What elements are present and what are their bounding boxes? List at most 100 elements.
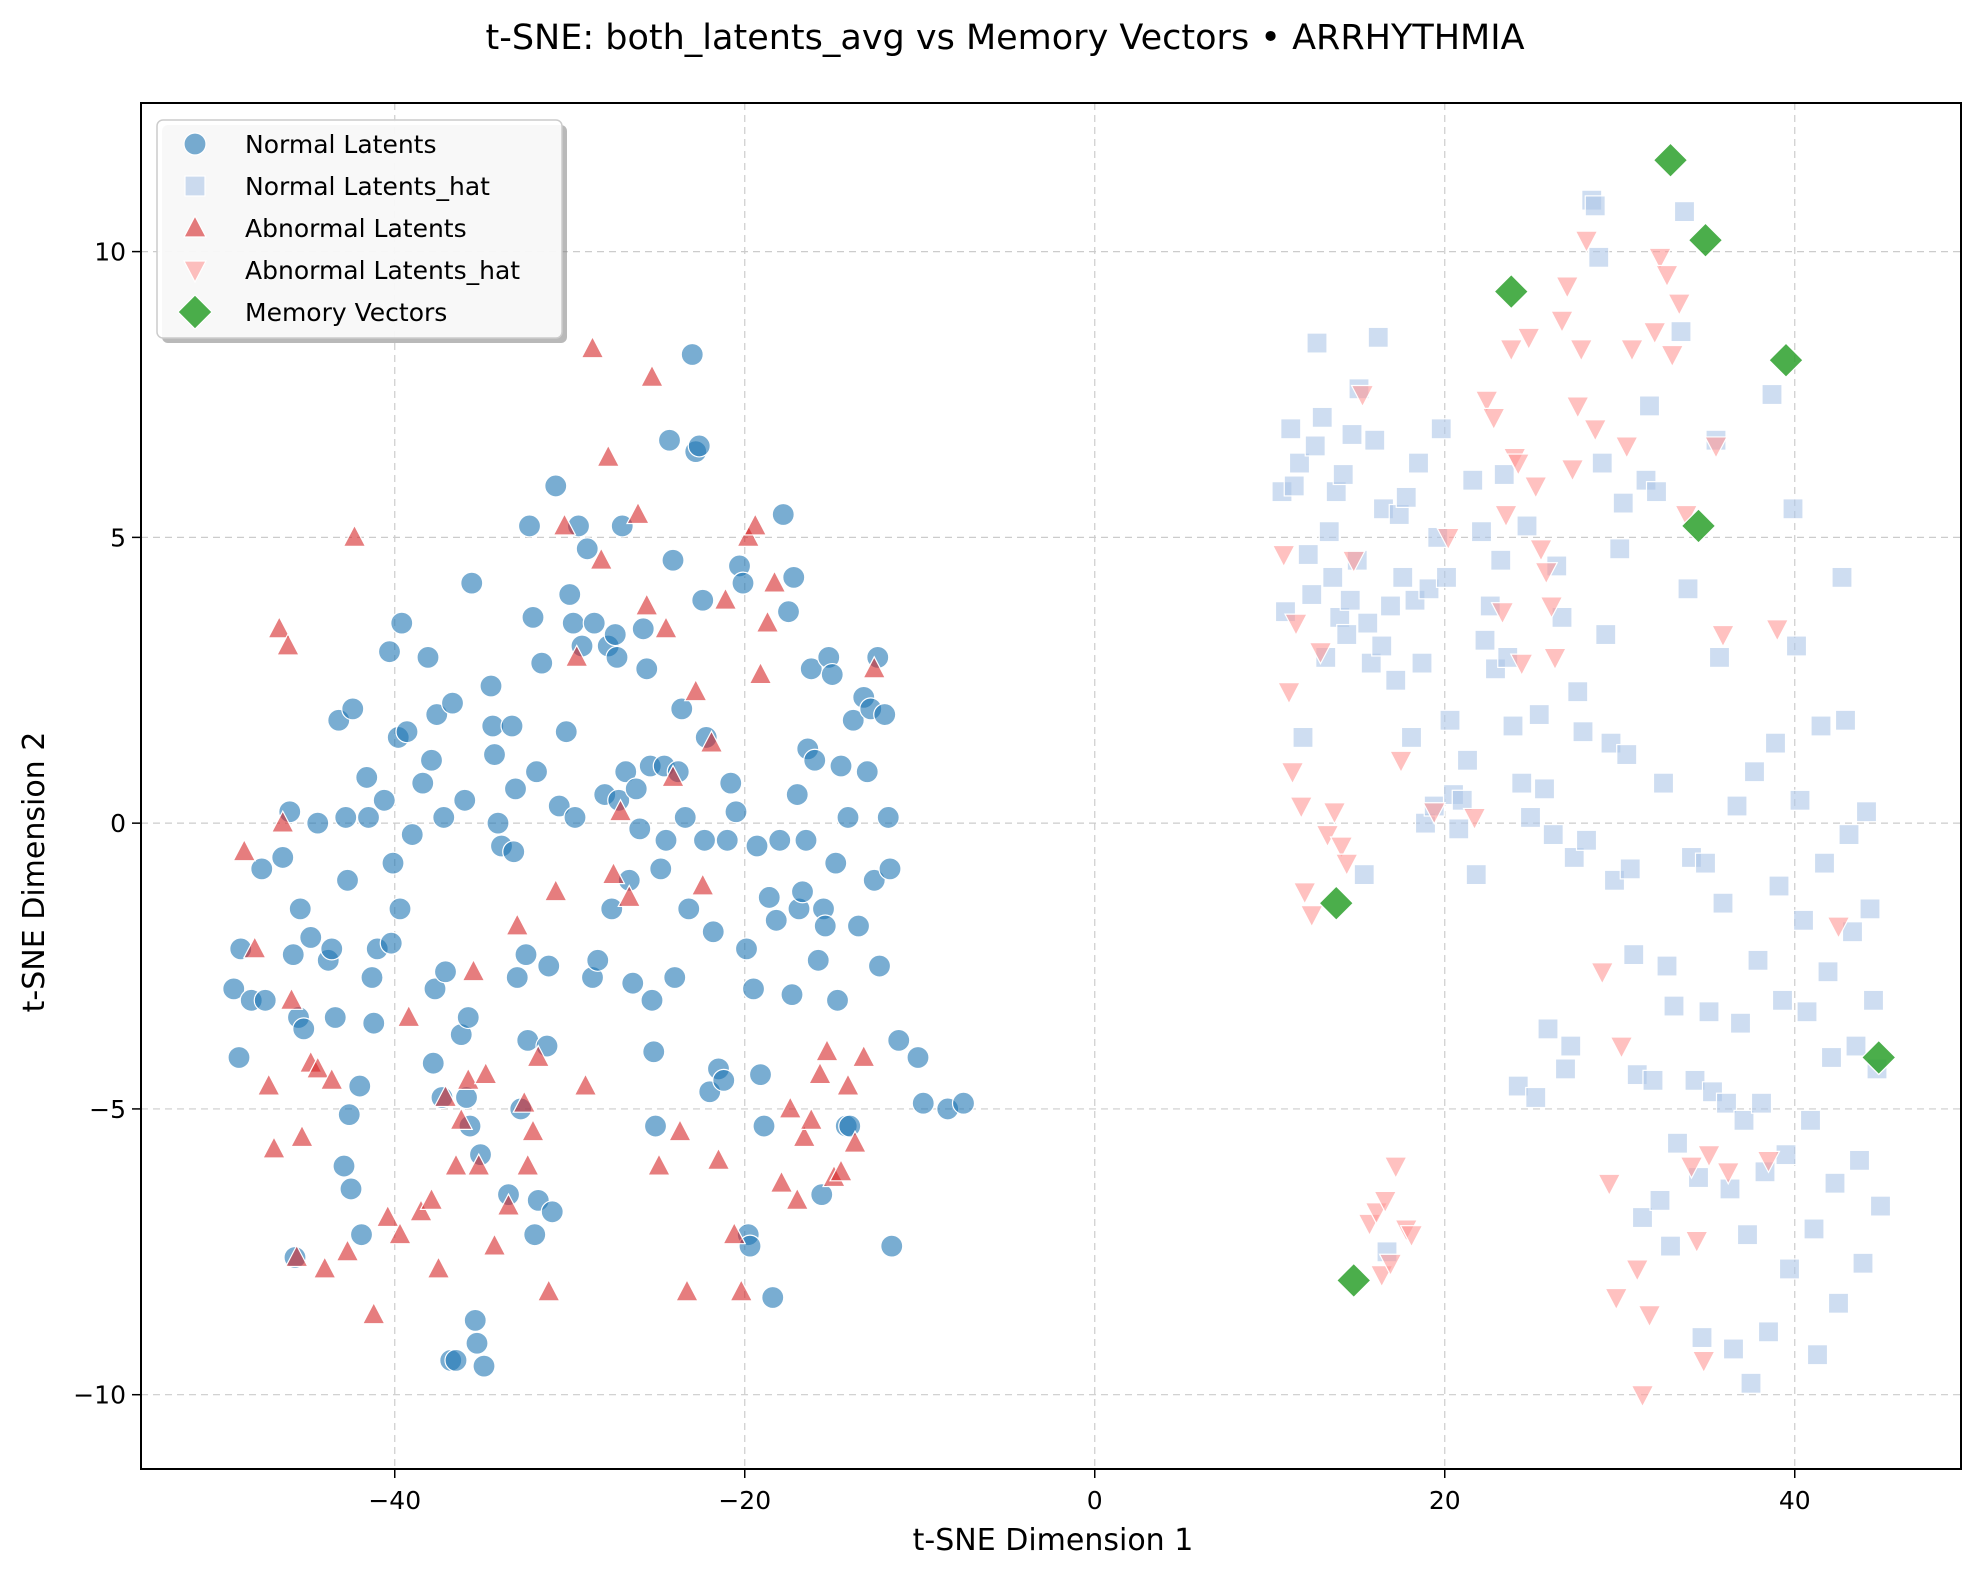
square-point — [1743, 761, 1766, 783]
triangle-down-point — [1716, 1162, 1741, 1186]
square-point — [1490, 549, 1512, 571]
triangle-up-point — [512, 1089, 537, 1113]
triangle-down-point — [1648, 247, 1672, 271]
triangle-down-point — [1350, 384, 1375, 408]
triangle-down-point — [1550, 310, 1574, 334]
square-point — [1782, 498, 1804, 520]
triangle-down-point — [1660, 344, 1685, 368]
circle-point — [421, 1051, 445, 1075]
square-point — [1560, 1035, 1582, 1057]
x-tick-label: 40 — [1779, 1486, 1811, 1515]
circle-point — [299, 925, 323, 950]
square-point — [1502, 715, 1524, 737]
x-tick-label: −20 — [718, 1486, 771, 1515]
circle-point — [836, 805, 860, 830]
square-point — [1357, 612, 1379, 634]
triangle-down-point — [1369, 1265, 1394, 1288]
square-point — [1511, 772, 1533, 794]
circle-point — [381, 851, 405, 875]
square-point — [1353, 863, 1375, 886]
square-point — [1318, 521, 1340, 543]
triangle-down-point — [1637, 1305, 1662, 1328]
square-point — [1470, 521, 1493, 543]
triangle-up-point — [526, 1044, 551, 1068]
triangle-down-point — [1555, 276, 1580, 300]
circle-point — [440, 691, 465, 715]
triangle-up-point — [799, 1107, 824, 1130]
square-point — [1694, 852, 1717, 874]
legend-swatch — [183, 132, 207, 156]
circle-point — [810, 1183, 834, 1207]
circle-point — [537, 954, 561, 978]
circle-point — [582, 611, 606, 635]
square-point — [1750, 1092, 1773, 1114]
square-point — [1785, 635, 1808, 657]
circle-point — [463, 1308, 487, 1332]
square-point — [1747, 949, 1769, 971]
square-point — [1619, 858, 1641, 880]
circle-point — [341, 697, 365, 721]
legend-entry: Memory Vectors — [177, 294, 447, 330]
square-point — [1407, 452, 1430, 474]
circle-point — [502, 840, 526, 864]
triangle-up-point — [829, 1158, 853, 1182]
triangle-down-point — [1516, 327, 1541, 351]
square-point — [1516, 515, 1538, 537]
square-point — [1435, 566, 1458, 588]
x-tick-label: −40 — [368, 1486, 421, 1515]
square-point — [1507, 1075, 1529, 1097]
circle-point — [631, 617, 655, 641]
circle-point — [558, 582, 582, 607]
legend-label: Abnormal Latents — [245, 214, 467, 243]
square-point — [1792, 909, 1815, 931]
square-point — [1554, 1058, 1577, 1080]
circle-point — [323, 1005, 347, 1030]
triangle-up-point — [654, 615, 678, 639]
square-point — [1595, 623, 1617, 646]
square-point — [1364, 429, 1386, 451]
triangle-up-point — [388, 1221, 412, 1245]
square-point — [1283, 475, 1305, 497]
triangle-down-point — [1383, 1156, 1408, 1180]
triangle-down-point — [1569, 339, 1594, 363]
circle-point — [880, 1234, 904, 1258]
y-tick-label: −5 — [89, 1095, 126, 1124]
square-point — [1297, 543, 1319, 566]
square-point — [1280, 418, 1302, 440]
triangle-down-point — [1574, 230, 1599, 254]
triangle-up-point — [284, 1244, 309, 1268]
circle-point — [486, 811, 510, 835]
circle-point — [453, 788, 477, 812]
circle-point — [757, 885, 781, 910]
circle-point — [657, 428, 682, 452]
triangle-up-point — [675, 1278, 699, 1302]
square-point — [1666, 1132, 1689, 1154]
diamond-point — [1768, 342, 1804, 379]
diamond-point — [1860, 1039, 1897, 1076]
circle-point — [806, 948, 830, 972]
circle-point — [951, 1091, 976, 1115]
triangle-down-point — [1481, 407, 1506, 431]
triangle-up-point — [634, 592, 659, 616]
circle-point — [761, 1285, 785, 1310]
square-point — [1824, 1172, 1846, 1194]
circle-point — [355, 765, 379, 790]
square-point — [1465, 863, 1487, 886]
square-point — [1612, 492, 1634, 514]
square-point — [1572, 721, 1594, 743]
square-point — [1567, 681, 1589, 703]
square-point — [1859, 898, 1881, 920]
circle-point — [337, 1103, 361, 1127]
square-point — [1719, 1178, 1741, 1200]
square-point — [1311, 406, 1333, 428]
square-point — [1817, 961, 1839, 983]
square-point — [1591, 452, 1613, 474]
triangle-up-point — [762, 569, 787, 593]
square-point — [1528, 703, 1550, 726]
square-point — [1820, 1046, 1843, 1069]
circle-point — [390, 611, 414, 635]
triangle-down-point — [1826, 916, 1851, 940]
triangle-up-point — [755, 609, 780, 633]
square-point — [1827, 1292, 1850, 1314]
triangle-up-point — [361, 1301, 386, 1325]
